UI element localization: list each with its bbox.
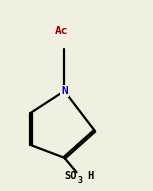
Text: SO: SO	[64, 171, 76, 181]
Text: 3: 3	[78, 176, 83, 185]
Text: H: H	[87, 171, 93, 181]
Text: Ac: Ac	[55, 26, 68, 36]
Text: N: N	[61, 86, 68, 96]
